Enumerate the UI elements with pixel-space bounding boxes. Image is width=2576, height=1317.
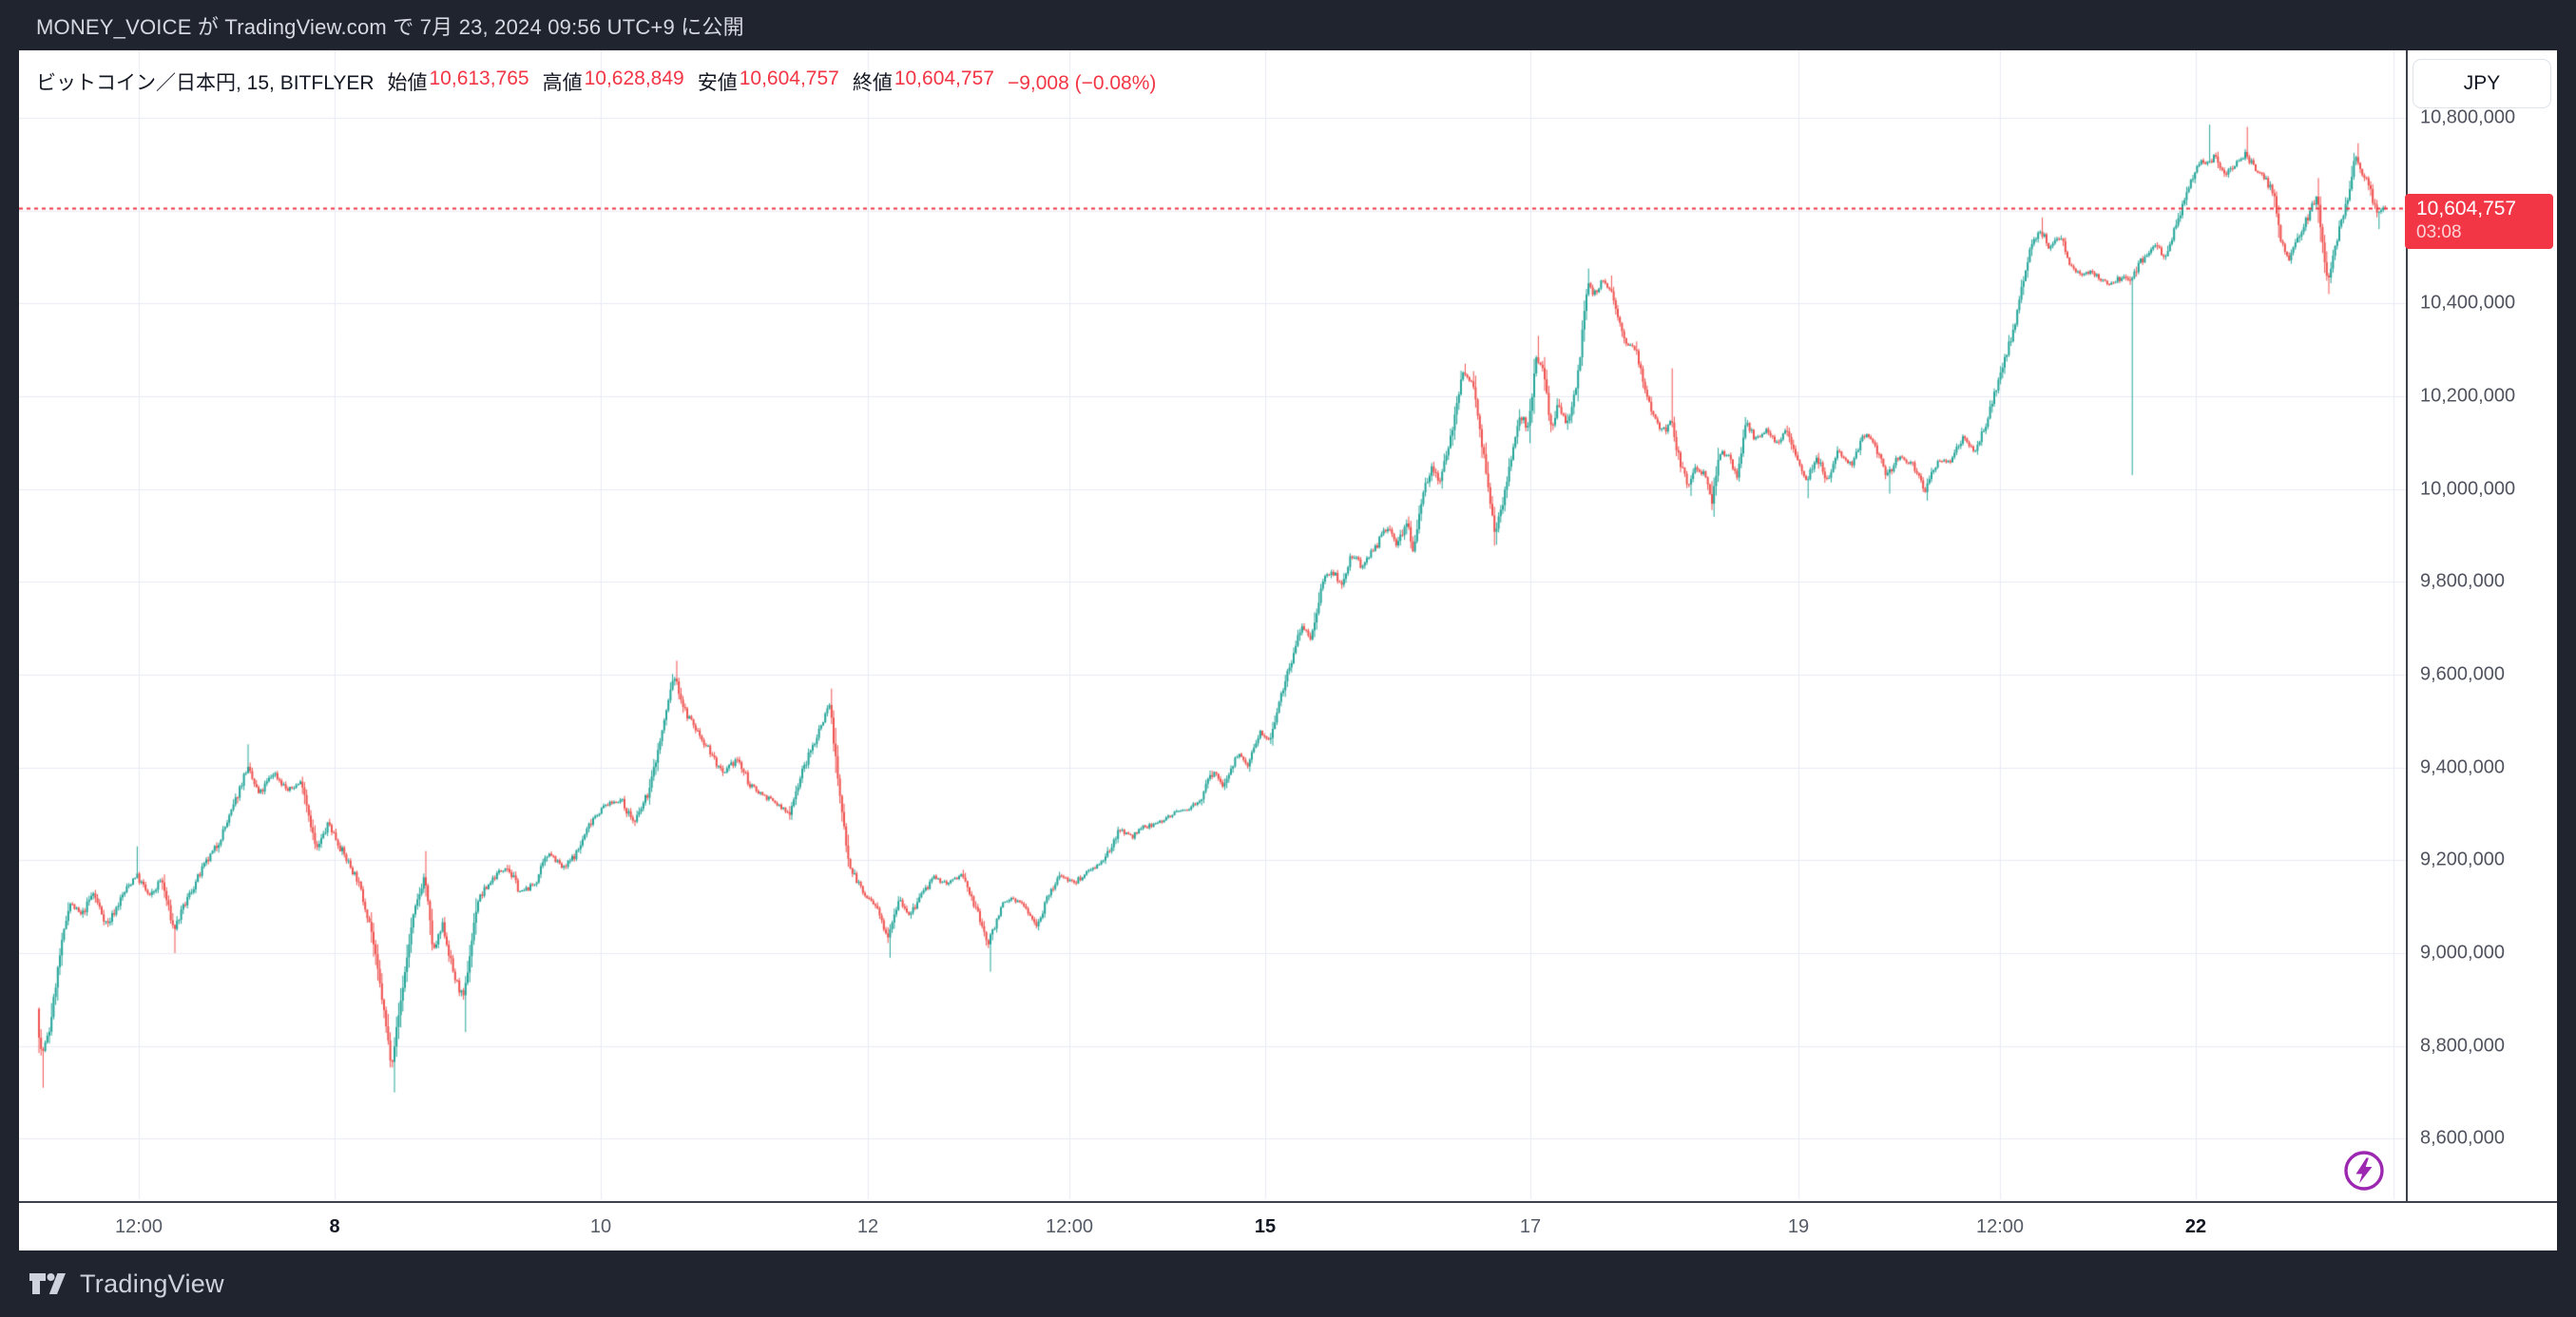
price-axis-label: 9,400,000	[2420, 756, 2505, 778]
currency-toggle-button[interactable]: JPY	[2413, 59, 2551, 108]
ohlc-item: 高値 10,628,849	[543, 67, 684, 96]
time-axis-label: 19	[1787, 1216, 1810, 1237]
attribution-text: MONEY_VOICE が TradingView.com で 7月 23, 2…	[36, 14, 744, 39]
symbol-title[interactable]: ビットコイン／日本円, 15, BITFLYER	[36, 72, 375, 94]
chart-legend[interactable]: ビットコイン／日本円, 15, BITFLYER 始値 10,613,765 高値 1…	[36, 67, 1156, 96]
bar-countdown: 03:08	[2416, 221, 2462, 242]
currency-label: JPY	[2463, 72, 2501, 94]
chart-panel: ビットコイン／日本円, 15, BITFLYER 始値 10,613,765 高値 1…	[19, 50, 2557, 1250]
time-axis-label: 8	[329, 1216, 340, 1237]
ohlc-item-value: 10,604,757	[739, 67, 839, 89]
time-axis-label: 15	[1254, 1216, 1277, 1237]
price-change: −9,008 (−0.08%)	[1007, 72, 1157, 94]
attribution-bar: MONEY_VOICE が TradingView.com で 7月 23, 2…	[0, 0, 2576, 50]
lightning-icon	[2344, 1151, 2384, 1191]
ohlc-item: 始値 10,613,765	[388, 67, 529, 96]
time-axis[interactable]: 12:00 8 10 12 12:00 15 17 19 12:00 22	[19, 1201, 2557, 1250]
price-axis-label: 9,800,000	[2420, 570, 2505, 592]
ohlc-values: 始値 10,613,765 高値 10,628,849 安値 10,604,757 終値 10…	[388, 67, 994, 96]
price-axis-label: 10,200,000	[2420, 385, 2516, 407]
tradingview-logo-icon	[29, 1273, 66, 1294]
ohlc-item-label: 高値	[542, 72, 583, 94]
plot-right-border	[2406, 50, 2408, 1250]
ohlc-item: 安値 10,604,757	[698, 67, 839, 96]
ohlc-item-value: 10,628,849	[584, 67, 684, 89]
ohlc-item: 終値 10,604,757	[853, 67, 994, 96]
ohlc-item-value: 10,604,757	[894, 67, 994, 89]
price-axis-label: 8,600,000	[2420, 1127, 2505, 1149]
ohlc-item-label: 始値	[387, 72, 428, 94]
tradingview-logo-text: TradingView	[80, 1269, 224, 1298]
footer: TradingView	[0, 1250, 2576, 1317]
instant-chart-button[interactable]	[2342, 1149, 2386, 1193]
price-axis-label: 9,600,000	[2420, 663, 2505, 685]
tradingview-logo-link[interactable]: TradingView	[29, 1269, 224, 1299]
ohlc-item-label: 安値	[697, 72, 738, 94]
price-axis-label: 9,200,000	[2420, 849, 2505, 870]
time-axis-label: 17	[1519, 1216, 1542, 1237]
time-axis-label: 10	[589, 1216, 612, 1237]
last-price-badge[interactable]: 10,604,757 03:08	[2405, 194, 2553, 249]
time-axis-label: 12	[856, 1216, 879, 1237]
price-axis-label: 8,800,000	[2420, 1035, 2505, 1057]
price-chart-canvas[interactable]	[19, 50, 2407, 1199]
price-axis-label: 10,400,000	[2420, 292, 2516, 314]
price-axis-label: 10,000,000	[2420, 478, 2516, 500]
last-price-value: 10,604,757	[2416, 198, 2517, 220]
time-axis-label: 12:00	[114, 1216, 163, 1237]
ohlc-item-value: 10,613,765	[429, 67, 529, 89]
time-axis-label: 22	[2184, 1216, 2207, 1237]
time-axis-label: 12:00	[1045, 1216, 1094, 1237]
ohlc-item-label: 終値	[852, 72, 893, 94]
time-axis-label: 12:00	[1975, 1216, 2025, 1237]
price-axis-label: 9,000,000	[2420, 942, 2505, 964]
price-axis-label: 10,800,000	[2420, 106, 2516, 128]
